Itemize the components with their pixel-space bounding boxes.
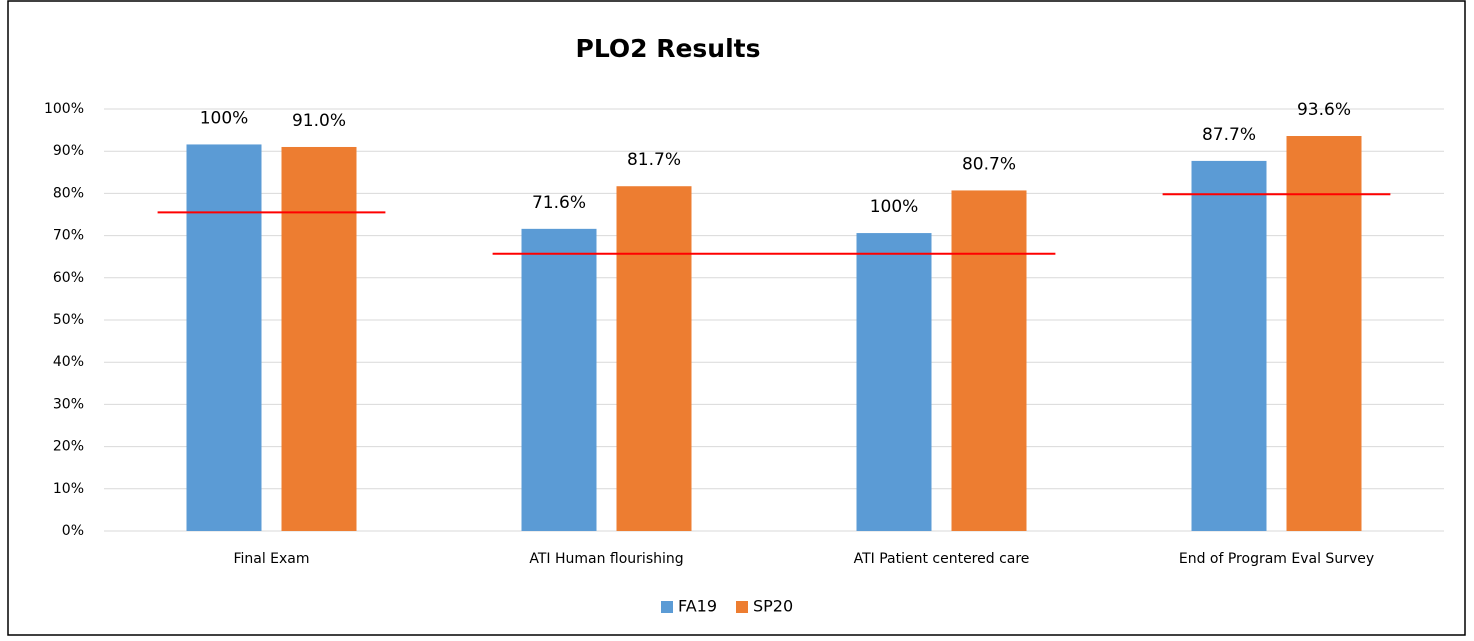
y-tick-label: 30%: [53, 396, 84, 412]
data-label: 71.6%: [532, 193, 586, 213]
y-tick-label: 90%: [53, 143, 84, 159]
x-tick-label: Final Exam: [233, 551, 309, 567]
legend-label: SP20: [753, 597, 793, 616]
bar: [521, 228, 597, 531]
y-tick-label: 100%: [44, 101, 84, 117]
chart-title: PLO2 Results: [576, 34, 761, 63]
y-tick-label: 40%: [53, 354, 84, 370]
data-label: 80.7%: [962, 154, 1016, 174]
data-label: 100%: [870, 197, 919, 217]
legend-label: FA19: [678, 597, 717, 616]
bar: [281, 146, 357, 532]
bar: [616, 186, 692, 531]
x-tick-label: End of Program Eval Survey: [1179, 551, 1374, 567]
bar: [856, 233, 932, 531]
y-tick-label: 0%: [62, 523, 84, 539]
y-tick-label: 20%: [53, 439, 84, 455]
y-tick-label: 60%: [53, 270, 84, 286]
y-tick-label: 70%: [53, 228, 84, 244]
legend-swatch: [736, 601, 748, 613]
data-label: 100%: [200, 108, 249, 128]
bar: [1286, 136, 1362, 531]
x-tick-label: ATI Human flourishing: [529, 551, 683, 567]
bar: [186, 144, 262, 531]
y-tick-label: 80%: [53, 185, 84, 201]
bar: [951, 190, 1027, 532]
data-label: 81.7%: [627, 150, 681, 170]
data-label: 87.7%: [1202, 125, 1256, 145]
x-tick-label: ATI Patient centered care: [854, 551, 1030, 567]
data-label: 93.6%: [1297, 100, 1351, 120]
y-tick-label: 50%: [53, 312, 84, 328]
legend-swatch: [661, 601, 673, 613]
y-tick-label: 10%: [53, 481, 84, 497]
bar: [1191, 160, 1267, 531]
data-label: 91.0%: [292, 111, 346, 131]
